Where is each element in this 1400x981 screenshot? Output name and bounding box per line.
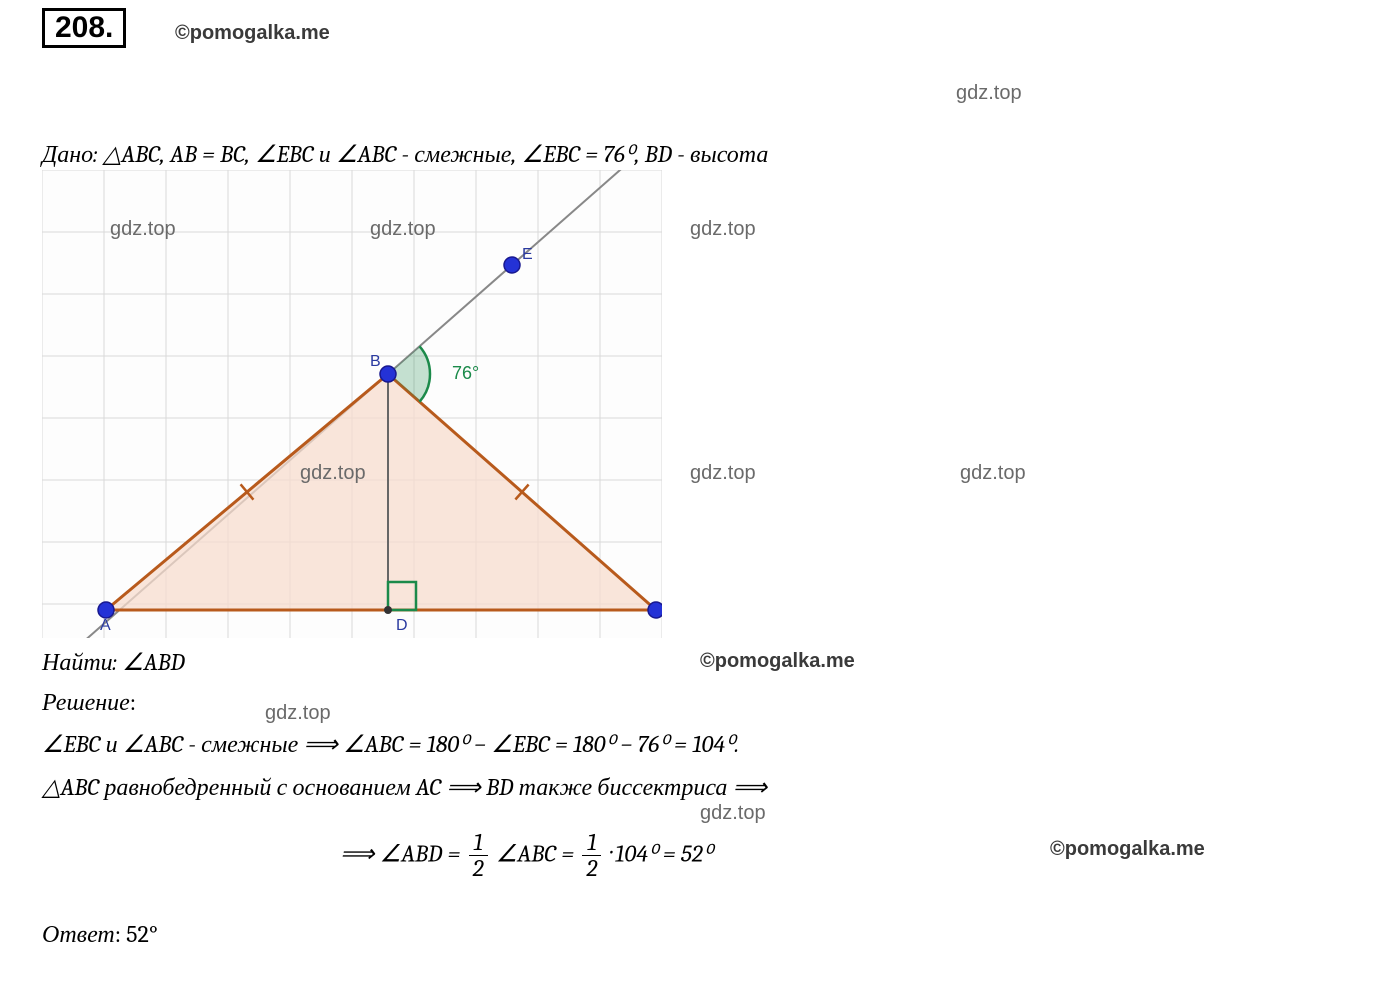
answer-label: Ответ	[42, 920, 115, 948]
problem-number-box: 208.	[42, 8, 126, 48]
fraction-denominator: 2	[469, 856, 488, 881]
watermark-gdz: gdz.top	[110, 218, 176, 241]
answer-text: : 52°	[115, 920, 158, 948]
answer-line: Ответ: 52°	[42, 920, 1360, 949]
svg-text:A: A	[100, 617, 111, 634]
watermark-gdz: gdz.top	[690, 462, 756, 485]
find-label: Найти	[42, 648, 113, 676]
watermark-pomogalka: ©pomogalka.me	[1050, 838, 1205, 861]
solution-step-2: △ABC равнобедренный с основанием AC ⟹ BD…	[42, 773, 1360, 802]
step3-suffix: · 104⁰ = 52⁰	[610, 839, 713, 867]
step3-prefix: ⟹ ∠ABD =	[340, 839, 466, 867]
watermark-gdz: gdz.top	[960, 462, 1026, 485]
solution-colon: :	[130, 688, 136, 716]
watermark-pomogalka: ©pomogalka.me	[700, 650, 855, 673]
svg-text:B: B	[370, 353, 381, 370]
fraction-half-1: 1 2	[469, 830, 488, 881]
fraction-numerator: 1	[469, 830, 488, 856]
watermark-gdz: gdz.top	[265, 702, 331, 725]
problem-number: 208.	[55, 11, 113, 44]
svg-text:E: E	[522, 246, 533, 263]
watermark-gdz: gdz.top	[370, 218, 436, 241]
watermark-gdz: gdz.top	[300, 462, 366, 485]
solution-label-line: Решение:	[42, 688, 1360, 717]
watermark-gdz: gdz.top	[956, 82, 1022, 105]
given-text: : △ABC, AB = BC, ∠EBC и ∠ABC - смежные, …	[93, 140, 768, 168]
step3-mid: ∠ABC =	[496, 839, 579, 867]
solution-label: Решение	[42, 688, 130, 716]
find-text: : ∠ABD	[113, 648, 185, 676]
svg-text:76°: 76°	[452, 363, 479, 383]
solution-step-3: ⟹ ∠ABD = 1 2 ∠ABC = 1 2 · 104⁰ = 52⁰	[340, 830, 712, 881]
fraction-denominator: 2	[582, 856, 601, 881]
fraction-half-2: 1 2	[582, 830, 601, 881]
watermark-gdz: gdz.top	[690, 218, 756, 241]
given-line: Дано: △ABC, AB = BC, ∠EBC и ∠ABC - смежн…	[42, 140, 1360, 169]
svg-text:D: D	[396, 617, 408, 634]
fraction-numerator: 1	[582, 830, 601, 856]
watermark-pomogalka: ©pomogalka.me	[175, 22, 330, 45]
watermark-gdz: gdz.top	[700, 802, 766, 825]
given-label: Дано	[42, 140, 93, 168]
solution-step-1: ∠EBC и ∠ABC - смежные ⟹ ∠ABC = 180⁰ − ∠E…	[42, 730, 1360, 759]
page: 208. ©pomogalka.me gdz.top Дано: △ABC, A…	[0, 0, 1400, 981]
